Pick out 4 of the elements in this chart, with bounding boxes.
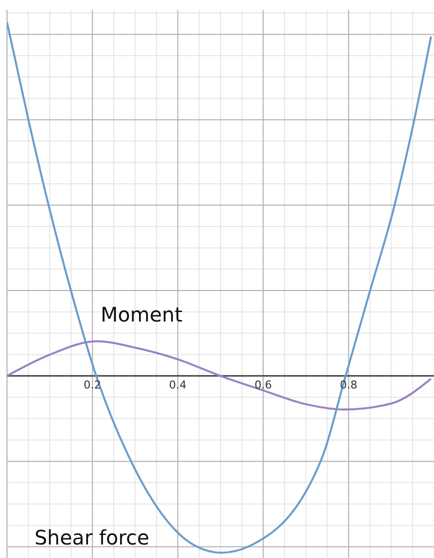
series-label: Moment [100, 302, 183, 326]
x-tick-label: 0.6 [254, 378, 272, 392]
series-label: Shear force [34, 526, 150, 550]
x-tick-label: 0.4 [169, 378, 187, 392]
